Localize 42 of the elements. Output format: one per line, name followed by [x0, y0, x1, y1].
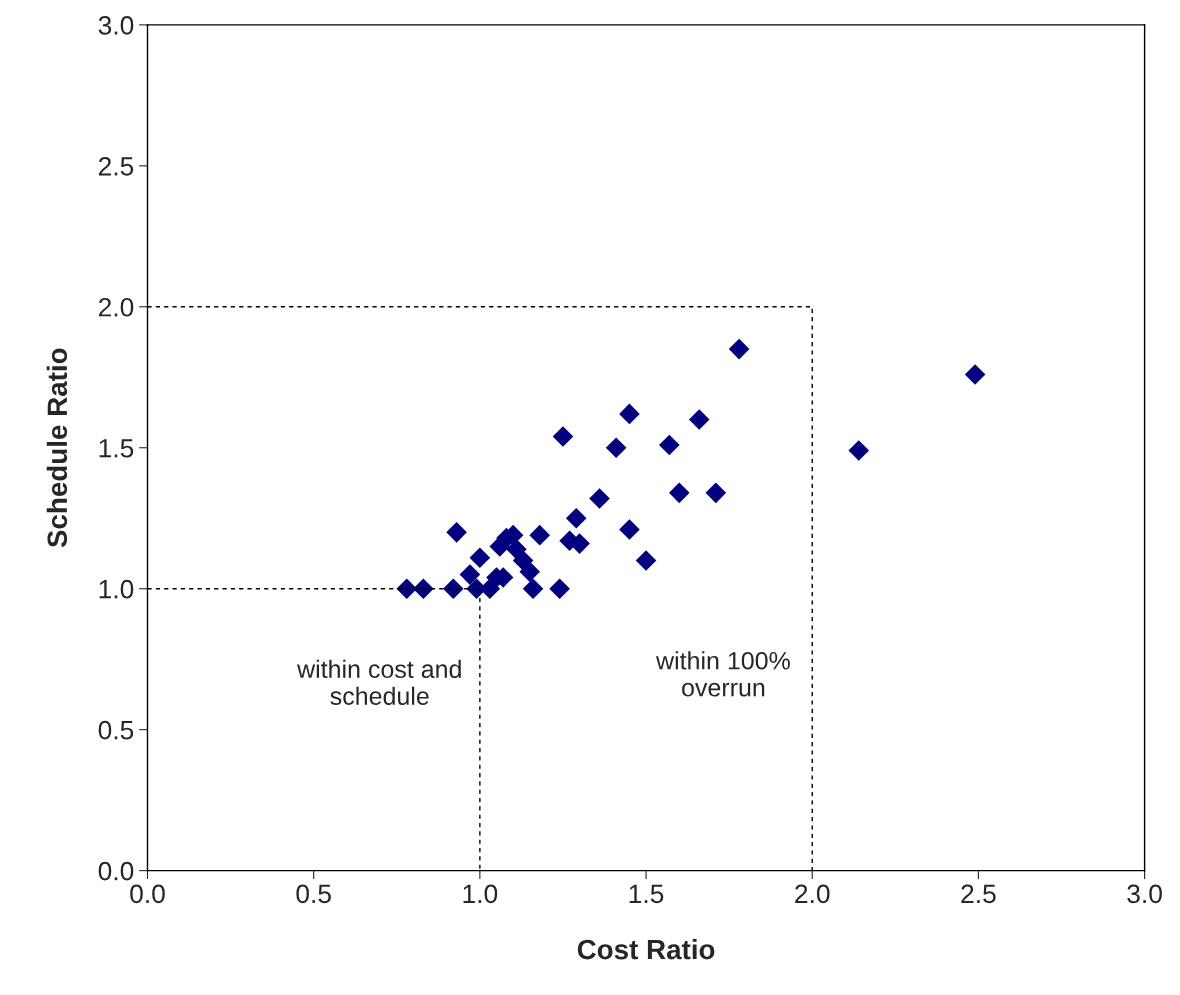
point: [659, 434, 680, 456]
y-tick-label: 0.5: [98, 720, 134, 740]
point: [413, 578, 434, 600]
point: [728, 338, 750, 360]
y-tick-label: 3.0: [98, 16, 134, 35]
point: [565, 507, 587, 529]
x-tick-label: 1.5: [629, 884, 664, 904]
point: [848, 440, 870, 461]
point: [668, 482, 690, 504]
point: [529, 524, 550, 546]
y-tick-label: 0.0: [98, 861, 134, 881]
point: [605, 437, 627, 459]
y-tick-label: 1.0: [99, 579, 134, 599]
point: [446, 522, 467, 543]
point: [459, 564, 481, 585]
point: [635, 550, 657, 571]
point: [619, 403, 640, 425]
point: [442, 578, 464, 600]
point: [688, 409, 710, 430]
x-tick-label: 2.5: [961, 884, 996, 904]
point: [705, 482, 727, 504]
y-tick-label: 2.0: [98, 297, 134, 317]
x-tick-label: 1.0: [463, 884, 498, 904]
point: [964, 364, 986, 385]
point: [469, 547, 491, 568]
x-tick-label: 0.5: [296, 884, 331, 904]
x-tick-label: 0.0: [130, 884, 165, 904]
x-axis-title: Cost Ratio: [577, 938, 715, 960]
point: [589, 488, 610, 509]
annotation: within cost and schedule: [297, 659, 461, 705]
point: [519, 561, 541, 583]
point: [619, 519, 640, 540]
y-axis-title: Schedule Ratio: [46, 348, 68, 548]
y-tick-label: 2.5: [98, 156, 134, 176]
x-tick-label: 3.0: [1127, 884, 1162, 904]
y-tick-label: 1.5: [99, 439, 134, 458]
point: [549, 578, 570, 600]
annotation: within 100% overrun: [655, 651, 790, 697]
point: [522, 578, 544, 600]
point: [396, 578, 418, 600]
x-tick-label: 2.0: [795, 884, 830, 904]
point: [552, 426, 574, 447]
